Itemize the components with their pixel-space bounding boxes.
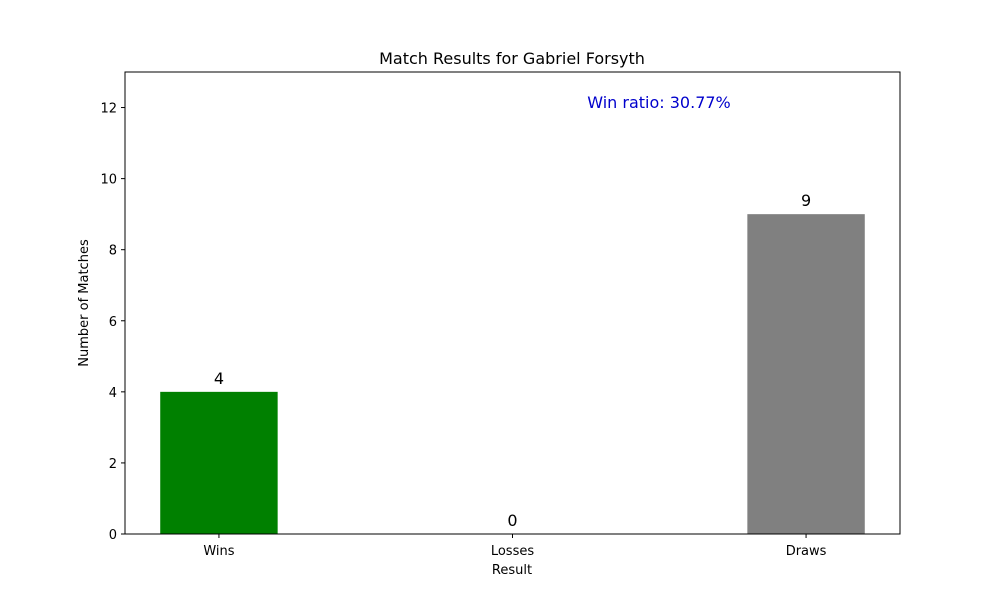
bars-layer — [160, 214, 865, 534]
x-axis-label: Result — [492, 563, 532, 578]
y-tick-label-8: 8 — [109, 244, 117, 259]
bar-wins — [160, 391, 278, 534]
plot-frame — [124, 71, 901, 535]
y-tick-label-12: 12 — [100, 102, 117, 117]
data-label-draws: 9 — [801, 191, 811, 210]
data-label-losses: 0 — [507, 511, 517, 530]
y-tick-label-4: 4 — [109, 386, 117, 401]
y-tick-label-6: 6 — [109, 315, 117, 330]
ticks-layer: Wins Losses Draws 0 2 4 6 8 10 12 — [100, 102, 826, 559]
y-axis-label: Number of Matches — [77, 239, 92, 367]
x-tick-label-wins: Wins — [203, 544, 234, 559]
data-label-wins: 4 — [214, 369, 224, 388]
bar-draws — [747, 214, 865, 534]
x-tick-label-draws: Draws — [786, 544, 827, 559]
y-tick-label-10: 10 — [100, 173, 117, 188]
win-ratio-annotation: Win ratio: 30.77% — [587, 93, 731, 112]
y-tick-label-2: 2 — [109, 457, 117, 472]
chart-title: Match Results for Gabriel Forsyth — [379, 49, 645, 68]
y-tick-label-0: 0 — [109, 528, 117, 543]
x-tick-label-losses: Losses — [491, 544, 535, 559]
data-labels-layer: 4 0 9 — [214, 191, 811, 530]
